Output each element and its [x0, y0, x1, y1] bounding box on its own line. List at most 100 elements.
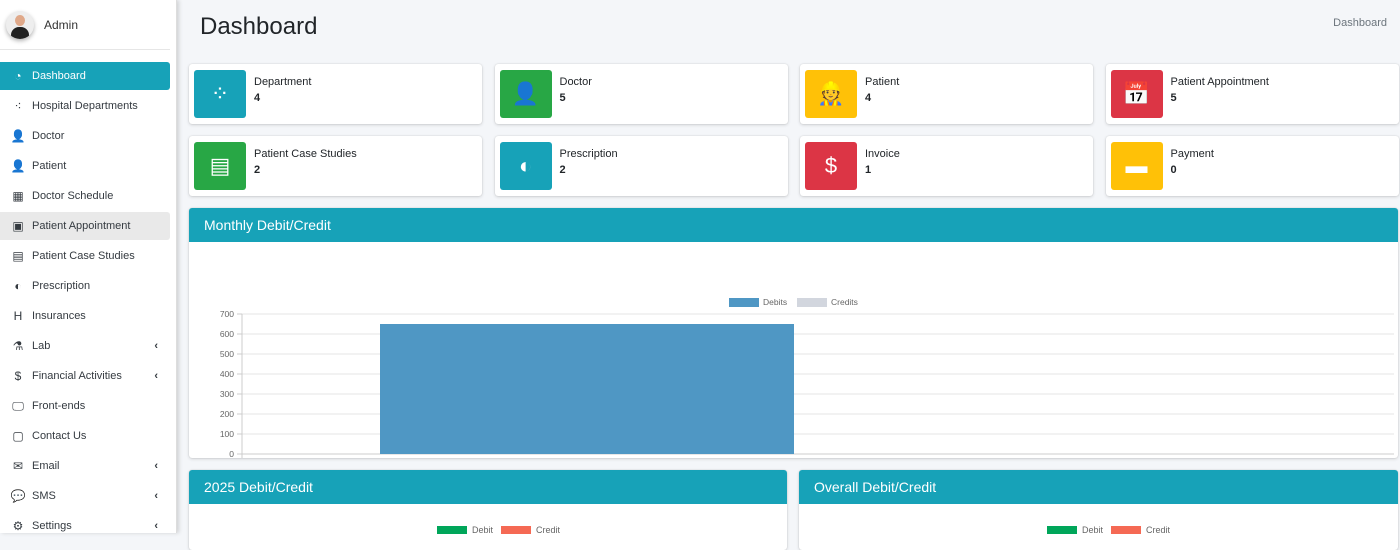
- sidebar-item-patient-case-studies[interactable]: ▤ Patient Case Studies: [0, 242, 170, 270]
- user-injured-icon: 👷: [805, 70, 857, 118]
- monthly-chart-card: Monthly Debit/Credit 0 100 200 300 400 500 600…: [189, 208, 1398, 458]
- breadcrumb[interactable]: Dashboard: [1333, 17, 1387, 29]
- sidebar-item-label: Financial Activities: [32, 370, 122, 382]
- sidebar-item-prescription[interactable]: ◐ Prescription: [0, 272, 170, 300]
- file-invoice-dollar-icon: $: [805, 142, 857, 190]
- stat-label: Doctor: [559, 76, 592, 88]
- stat-box-patient-case-studies[interactable]: ▤ Patient Case Studies 2: [189, 136, 482, 196]
- stat-box-doctor[interactable]: 👤 Doctor 5: [494, 64, 788, 124]
- stat-box-department[interactable]: ⁘ Department 4: [189, 64, 482, 124]
- sidebar-item-hospital-departments[interactable]: ⁖ Hospital Departments: [0, 92, 170, 120]
- tachometer-icon: ◔: [14, 69, 22, 83]
- user-injured-icon: 👤: [10, 159, 26, 173]
- stat-box-payment[interactable]: ▬ Payment 0: [1105, 136, 1399, 196]
- stat-label: Invoice: [865, 148, 900, 160]
- legend-label: Debits: [763, 297, 787, 307]
- y-tick-label: 600: [220, 329, 234, 339]
- stat-value: 4: [254, 92, 261, 104]
- sms-icon: 💬: [10, 489, 26, 503]
- sidebar-item-patient[interactable]: 👤 Patient: [0, 152, 170, 180]
- stat-label: Patient Appointment: [1170, 76, 1269, 88]
- calendar-icon: ▦: [12, 189, 24, 203]
- hospital-h-icon: H: [13, 309, 23, 323]
- desktop-icon: 🖵: [12, 398, 24, 413]
- stat-box-prescription[interactable]: ◐ Prescription 2: [494, 136, 788, 196]
- user-doctor-icon: 👤: [10, 129, 26, 143]
- file-icon: ▤: [12, 249, 24, 263]
- legend-swatch: [1047, 526, 1077, 534]
- legend-label: Debit: [472, 525, 494, 535]
- stat-value: 0: [1170, 164, 1177, 176]
- y-tick-label: 300: [220, 389, 234, 399]
- sidebar-item-email[interactable]: ✉ Email ‹: [0, 452, 170, 480]
- sidebar-item-label: Contact Us: [32, 430, 87, 442]
- avatar: [6, 10, 34, 39]
- sidebar-item-label: Doctor: [32, 130, 65, 142]
- sidebar-item-label: Email: [32, 460, 60, 472]
- hand-dollar-icon: $: [14, 369, 22, 383]
- chart-legend: Debit Credit: [429, 525, 560, 535]
- sidebar-item-financial-activities[interactable]: $ Financial Activities ‹: [0, 362, 170, 390]
- user-name: Admin: [44, 17, 79, 32]
- sidebar-item-dashboard[interactable]: ◔ Dashboard: [0, 62, 170, 90]
- stat-label: Patient: [865, 76, 900, 88]
- stat-label: Prescription: [559, 148, 618, 160]
- sidebar-item-label: Prescription: [32, 280, 91, 292]
- user-panel[interactable]: Admin: [0, 0, 170, 50]
- stat-value: 4: [865, 92, 872, 104]
- sidebar-item-doctor-schedule[interactable]: ▦ Doctor Schedule: [0, 182, 170, 210]
- y-tick-label: 0: [229, 449, 234, 458]
- sidebar-menu: ◔ Dashboard ⁖ Hospital Departments 👤 Doctor 👤 P…: [0, 62, 176, 540]
- card-title: 2025 Debit/Credit: [189, 470, 787, 504]
- legend-swatch: [797, 298, 827, 307]
- sidebar-item-label: Dashboard: [32, 70, 86, 82]
- calendar-check-icon: 📅: [1110, 70, 1163, 118]
- sidebar-item-label: Doctor Schedule: [32, 190, 114, 202]
- chevron-left-icon: ‹: [154, 340, 158, 352]
- sitemap-icon: ⁖: [14, 99, 22, 113]
- chart-legend: Debit Credit: [1039, 525, 1170, 535]
- stat-box-patient[interactable]: 👷 Patient 4: [800, 64, 1093, 124]
- sidebar-item-settings[interactable]: ⚙ Settings ‹: [0, 512, 170, 540]
- sidebar-item-sms[interactable]: 💬 SMS ‹: [0, 482, 170, 510]
- envelope-icon: ✉: [12, 459, 24, 473]
- stat-value: 2: [559, 164, 566, 176]
- card-title: Monthly Debit/Credit: [189, 208, 1398, 242]
- chevron-left-icon: ‹: [154, 370, 158, 382]
- sidebar-item-label: SMS: [32, 490, 56, 502]
- stat-value: 1: [865, 164, 872, 176]
- sidebar-item-insurances[interactable]: H Insurances: [0, 302, 170, 330]
- sidebar-item-label: Hospital Departments: [32, 100, 138, 112]
- file-alt-icon: ▤: [194, 142, 246, 190]
- user-doctor-icon: 👤: [499, 70, 552, 118]
- stat-label: Payment: [1170, 148, 1214, 160]
- calendar-check-icon: ▣: [12, 219, 24, 233]
- sidebar-item-label: Patient Case Studies: [32, 250, 135, 262]
- sidebar-item-contact-us[interactable]: ▢ Contact Us: [0, 422, 170, 450]
- sidebar-item-patient-appointment[interactable]: ▣ Patient Appointment: [0, 212, 170, 240]
- stat-value: 5: [1170, 92, 1177, 104]
- flask-icon: ⚗: [12, 339, 24, 353]
- stat-box-invoice[interactable]: $ Invoice 1: [800, 136, 1093, 196]
- legend-label: Credit: [1146, 525, 1171, 535]
- y-tick-label: 700: [220, 309, 234, 319]
- legend-swatch: [729, 298, 759, 307]
- stat-box-patient-appointment[interactable]: 📅 Patient Appointment 5: [1105, 64, 1399, 124]
- overall-chart-card: Overall Debit/Credit Debit Credit: [799, 470, 1398, 550]
- bar-debits: [380, 324, 794, 454]
- legend-swatch: [437, 526, 467, 534]
- card-title: Overall Debit/Credit: [799, 470, 1398, 504]
- cogs-icon: ⚙: [12, 519, 24, 533]
- main-content: Dashboard Dashboard ⁘ Department 4 👤 Doctor 5…: [177, 0, 1400, 550]
- sidebar-item-front-ends[interactable]: 🖵 Front-ends: [0, 392, 170, 420]
- y-tick-label: 500: [220, 349, 234, 359]
- y-tick-label: 100: [220, 429, 234, 439]
- page-title: Dashboard: [200, 13, 318, 40]
- stat-label: Department: [254, 76, 312, 88]
- sidebar-item-label: Patient Appointment: [32, 220, 131, 232]
- sitemap-icon: ⁘: [194, 70, 246, 118]
- sidebar-item-lab[interactable]: ⚗ Lab ‹: [0, 332, 170, 360]
- chevron-left-icon: ‹: [154, 490, 158, 502]
- y-tick-label: 200: [220, 409, 234, 419]
- sidebar-item-doctor[interactable]: 👤 Doctor: [0, 122, 170, 150]
